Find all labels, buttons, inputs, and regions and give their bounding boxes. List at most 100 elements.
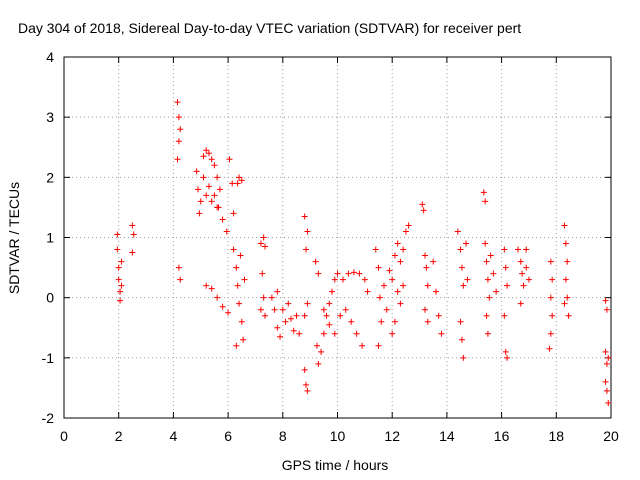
data-point: [118, 258, 125, 265]
data-point: [236, 174, 243, 181]
y-tick-label: -2: [42, 410, 55, 426]
data-point: [177, 126, 184, 133]
data-point: [257, 240, 264, 247]
x-tick-label: 12: [384, 428, 400, 444]
data-point: [115, 276, 122, 283]
data-point: [200, 153, 207, 160]
data-point: [271, 306, 278, 313]
data-point: [602, 348, 609, 355]
data-point: [383, 306, 390, 313]
x-tick-label: 2: [115, 428, 123, 444]
data-point: [236, 300, 243, 307]
axis-ticks: [63, 56, 612, 419]
data-point: [435, 312, 442, 319]
y-tick-label: 0: [46, 290, 54, 306]
data-point: [359, 342, 366, 349]
x-tick-label: 8: [279, 428, 287, 444]
data-point: [523, 264, 530, 271]
data-point: [339, 276, 346, 283]
data-point: [208, 285, 215, 292]
data-point: [424, 282, 431, 289]
data-point: [238, 318, 245, 325]
data-point: [424, 318, 431, 325]
data-point: [114, 246, 121, 253]
y-tick-labels: -2 -1 0 1 2 3 4: [42, 49, 55, 426]
data-point: [175, 114, 182, 121]
data-point: [320, 330, 327, 337]
data-point: [208, 198, 215, 205]
data-point: [380, 282, 387, 289]
data-point: [504, 282, 511, 289]
data-point: [486, 294, 493, 301]
data-point: [200, 174, 207, 181]
data-point: [274, 288, 281, 295]
chart-title: Day 304 of 2018, Sidereal Day-to-day VTE…: [18, 20, 521, 36]
data-point: [237, 252, 244, 259]
data-point: [420, 207, 427, 214]
data-point: [457, 246, 464, 253]
y-tick-label: -1: [42, 350, 55, 366]
data-point: [288, 315, 295, 322]
data-point: [230, 246, 237, 253]
data-point: [211, 162, 218, 169]
y-tick-label: 4: [46, 49, 54, 65]
data-point: [490, 270, 497, 277]
data-point: [216, 186, 223, 193]
data-point: [400, 246, 407, 253]
data-point: [400, 282, 407, 289]
data-point: [423, 264, 430, 271]
data-point: [208, 156, 215, 163]
data-point: [214, 174, 221, 181]
data-point: [174, 156, 181, 163]
data-point: [129, 249, 136, 256]
data-point: [233, 264, 240, 271]
data-point: [214, 294, 221, 301]
data-point: [422, 306, 429, 313]
data-point: [315, 270, 322, 277]
y-tick-label: 3: [46, 109, 54, 125]
data-point: [525, 276, 532, 283]
data-point: [301, 366, 308, 373]
data-point: [197, 198, 204, 205]
y-axis-label: SDTVAR / TECUs: [6, 182, 22, 294]
data-point: [484, 330, 491, 337]
data-point: [301, 312, 308, 319]
x-tick-label: 18: [549, 428, 565, 444]
data-point: [391, 252, 398, 259]
data-point: [602, 297, 609, 304]
data-point: [312, 258, 319, 265]
data-point: [260, 294, 267, 301]
data-point: [394, 288, 401, 295]
data-point: [296, 330, 303, 337]
data-point: [364, 288, 371, 295]
data-point: [203, 282, 210, 289]
data-point: [605, 399, 612, 406]
data-point: [520, 282, 527, 289]
data-point: [454, 228, 461, 235]
data-point: [175, 138, 182, 145]
data-point: [487, 252, 494, 259]
data-point: [482, 198, 489, 205]
data-point: [323, 312, 330, 319]
data-point: [219, 303, 226, 310]
data-point: [211, 192, 218, 199]
y-tick-label: 2: [46, 169, 54, 185]
data-point: [129, 222, 136, 229]
data-point: [114, 231, 121, 238]
x-tick-label: 14: [439, 428, 455, 444]
data-point: [268, 294, 275, 301]
data-point: [562, 276, 569, 283]
data-point: [326, 321, 333, 328]
data-point: [504, 354, 511, 361]
data-point: [402, 228, 409, 235]
data-point: [331, 330, 338, 337]
data-point: [304, 387, 311, 394]
data-point: [519, 270, 526, 277]
data-point: [356, 270, 363, 277]
data-point: [546, 345, 553, 352]
data-point: [234, 282, 241, 289]
data-point: [378, 318, 385, 325]
data-point: [397, 300, 404, 307]
data-point: [262, 243, 269, 250]
x-tick-label: 16: [494, 428, 510, 444]
